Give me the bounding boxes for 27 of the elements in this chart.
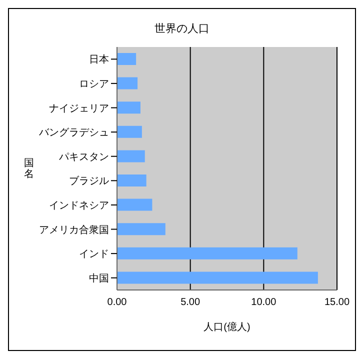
chart-title: 世界の人口 xyxy=(154,22,210,36)
y-axis-title: 国名 xyxy=(24,158,34,180)
x-axis-title: 人口(億人) xyxy=(204,321,250,333)
bar xyxy=(117,198,152,211)
bar xyxy=(117,53,136,65)
bar xyxy=(117,247,298,260)
y-tick-label: 中国 xyxy=(89,272,109,284)
bar xyxy=(117,223,166,236)
x-tick-label: 0.00 xyxy=(107,297,128,308)
y-tick-label: インド xyxy=(79,249,109,260)
bar xyxy=(117,77,138,90)
y-tick-label: 日本 xyxy=(89,54,109,66)
y-tick-label: ブラジル xyxy=(69,175,109,188)
y-tick-label: バングラデシュ xyxy=(38,128,109,139)
x-tick-label: 5.00 xyxy=(180,297,200,308)
bar xyxy=(117,102,140,114)
bar xyxy=(117,272,318,284)
x-tick-label: 15.00 xyxy=(324,297,350,308)
y-tick-label: アメリカ合衆国 xyxy=(39,224,109,236)
y-tick-label: ナイジェリア xyxy=(49,103,109,114)
bar xyxy=(117,126,142,138)
bar xyxy=(117,174,146,186)
y-tick-label: パキスタン xyxy=(58,152,109,163)
y-tick-label: インドネシア xyxy=(49,200,109,212)
y-tick-label: ロシア xyxy=(79,79,109,90)
x-tick-label: 10.00 xyxy=(251,297,277,308)
bar xyxy=(117,150,145,162)
